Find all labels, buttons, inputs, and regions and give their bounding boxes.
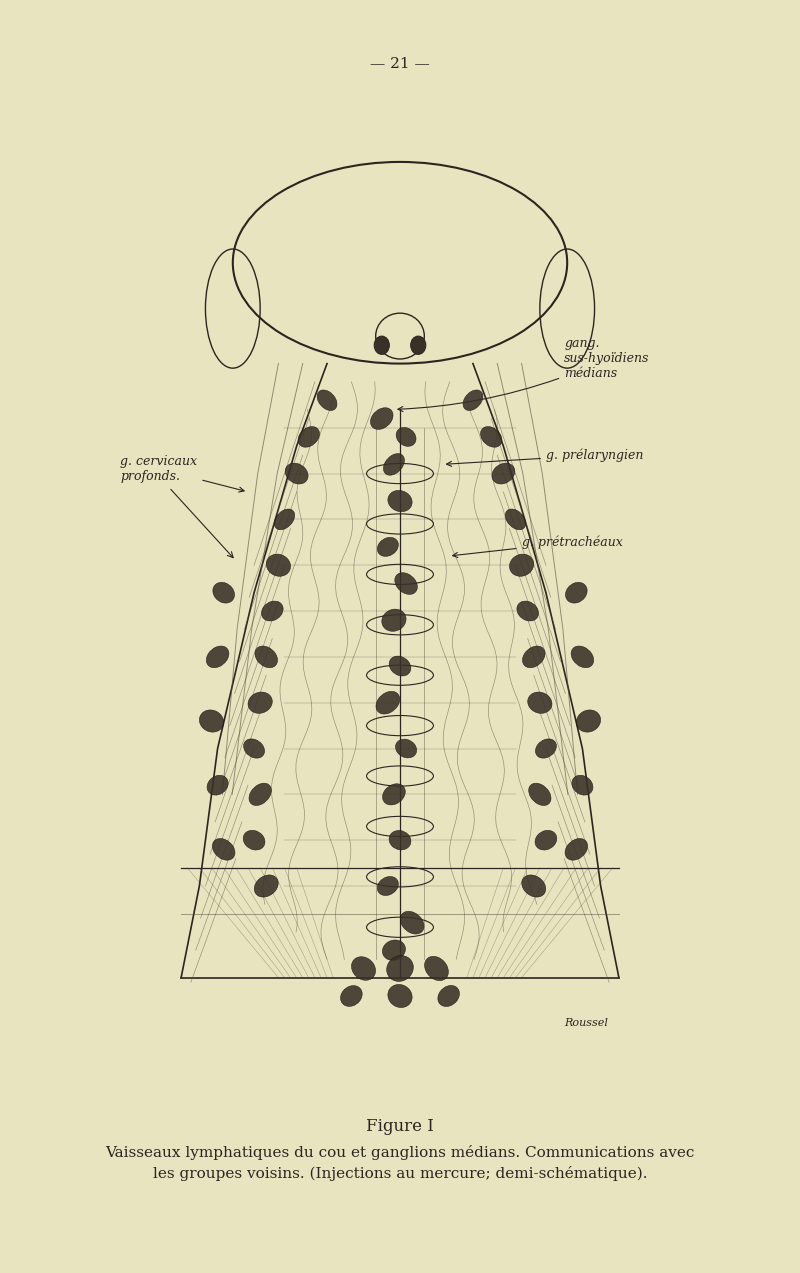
Ellipse shape xyxy=(207,775,228,796)
Ellipse shape xyxy=(206,645,229,668)
Ellipse shape xyxy=(374,336,390,354)
Ellipse shape xyxy=(244,738,265,759)
Ellipse shape xyxy=(395,573,418,594)
Ellipse shape xyxy=(572,775,593,796)
Ellipse shape xyxy=(522,875,546,897)
Ellipse shape xyxy=(351,957,375,980)
Text: Vaisseaux lymphatiques du cou et ganglions médians. Communications avec: Vaisseaux lymphatiques du cou et ganglio… xyxy=(106,1144,694,1160)
Ellipse shape xyxy=(410,336,426,354)
Ellipse shape xyxy=(566,582,587,603)
Text: gang.
sus-hyoïdiens
médians: gang. sus-hyoïdiens médians xyxy=(398,337,650,411)
Text: — 21 —: — 21 — xyxy=(370,57,430,71)
Ellipse shape xyxy=(388,490,412,512)
Ellipse shape xyxy=(396,428,416,447)
Ellipse shape xyxy=(565,839,587,861)
Ellipse shape xyxy=(438,985,459,1007)
Ellipse shape xyxy=(378,877,398,895)
Text: g. prélaryngien: g. prélaryngien xyxy=(446,448,643,466)
Ellipse shape xyxy=(213,839,235,861)
Ellipse shape xyxy=(386,956,414,981)
Ellipse shape xyxy=(382,608,406,631)
Ellipse shape xyxy=(517,601,538,621)
Text: g. prétrachéaux: g. prétrachéaux xyxy=(453,536,622,558)
Ellipse shape xyxy=(481,426,502,447)
Ellipse shape xyxy=(506,509,526,530)
Text: g. cervicaux
profonds.: g. cervicaux profonds. xyxy=(120,454,244,493)
Ellipse shape xyxy=(262,601,283,621)
Ellipse shape xyxy=(378,537,398,556)
Ellipse shape xyxy=(528,693,552,713)
Text: Roussel: Roussel xyxy=(564,1018,608,1029)
Ellipse shape xyxy=(341,985,362,1007)
Ellipse shape xyxy=(286,463,308,484)
Ellipse shape xyxy=(274,509,294,530)
Ellipse shape xyxy=(492,463,514,484)
Ellipse shape xyxy=(522,645,545,668)
Ellipse shape xyxy=(317,390,337,410)
Ellipse shape xyxy=(395,740,417,757)
Ellipse shape xyxy=(249,783,271,806)
Ellipse shape xyxy=(199,710,224,732)
Ellipse shape xyxy=(382,939,406,960)
Ellipse shape xyxy=(535,830,557,850)
Text: les groupes voisins. (Injections au mercure; demi-schématique).: les groupes voisins. (Injections au merc… xyxy=(153,1166,647,1181)
Ellipse shape xyxy=(535,738,556,759)
Text: Figure I: Figure I xyxy=(366,1118,434,1136)
Ellipse shape xyxy=(388,984,412,1007)
Ellipse shape xyxy=(298,426,319,447)
Ellipse shape xyxy=(243,830,265,850)
Ellipse shape xyxy=(571,645,594,668)
Ellipse shape xyxy=(389,830,411,850)
Ellipse shape xyxy=(510,554,534,577)
Ellipse shape xyxy=(400,911,424,934)
Ellipse shape xyxy=(370,407,393,429)
Ellipse shape xyxy=(266,554,290,577)
Ellipse shape xyxy=(383,453,405,475)
Ellipse shape xyxy=(382,784,406,805)
Ellipse shape xyxy=(376,691,400,714)
Ellipse shape xyxy=(425,956,448,980)
Ellipse shape xyxy=(248,693,272,713)
Ellipse shape xyxy=(463,390,483,410)
Ellipse shape xyxy=(213,582,234,603)
Ellipse shape xyxy=(529,783,551,806)
Ellipse shape xyxy=(254,875,278,897)
Ellipse shape xyxy=(389,656,411,676)
Ellipse shape xyxy=(255,645,278,668)
Ellipse shape xyxy=(576,710,601,732)
